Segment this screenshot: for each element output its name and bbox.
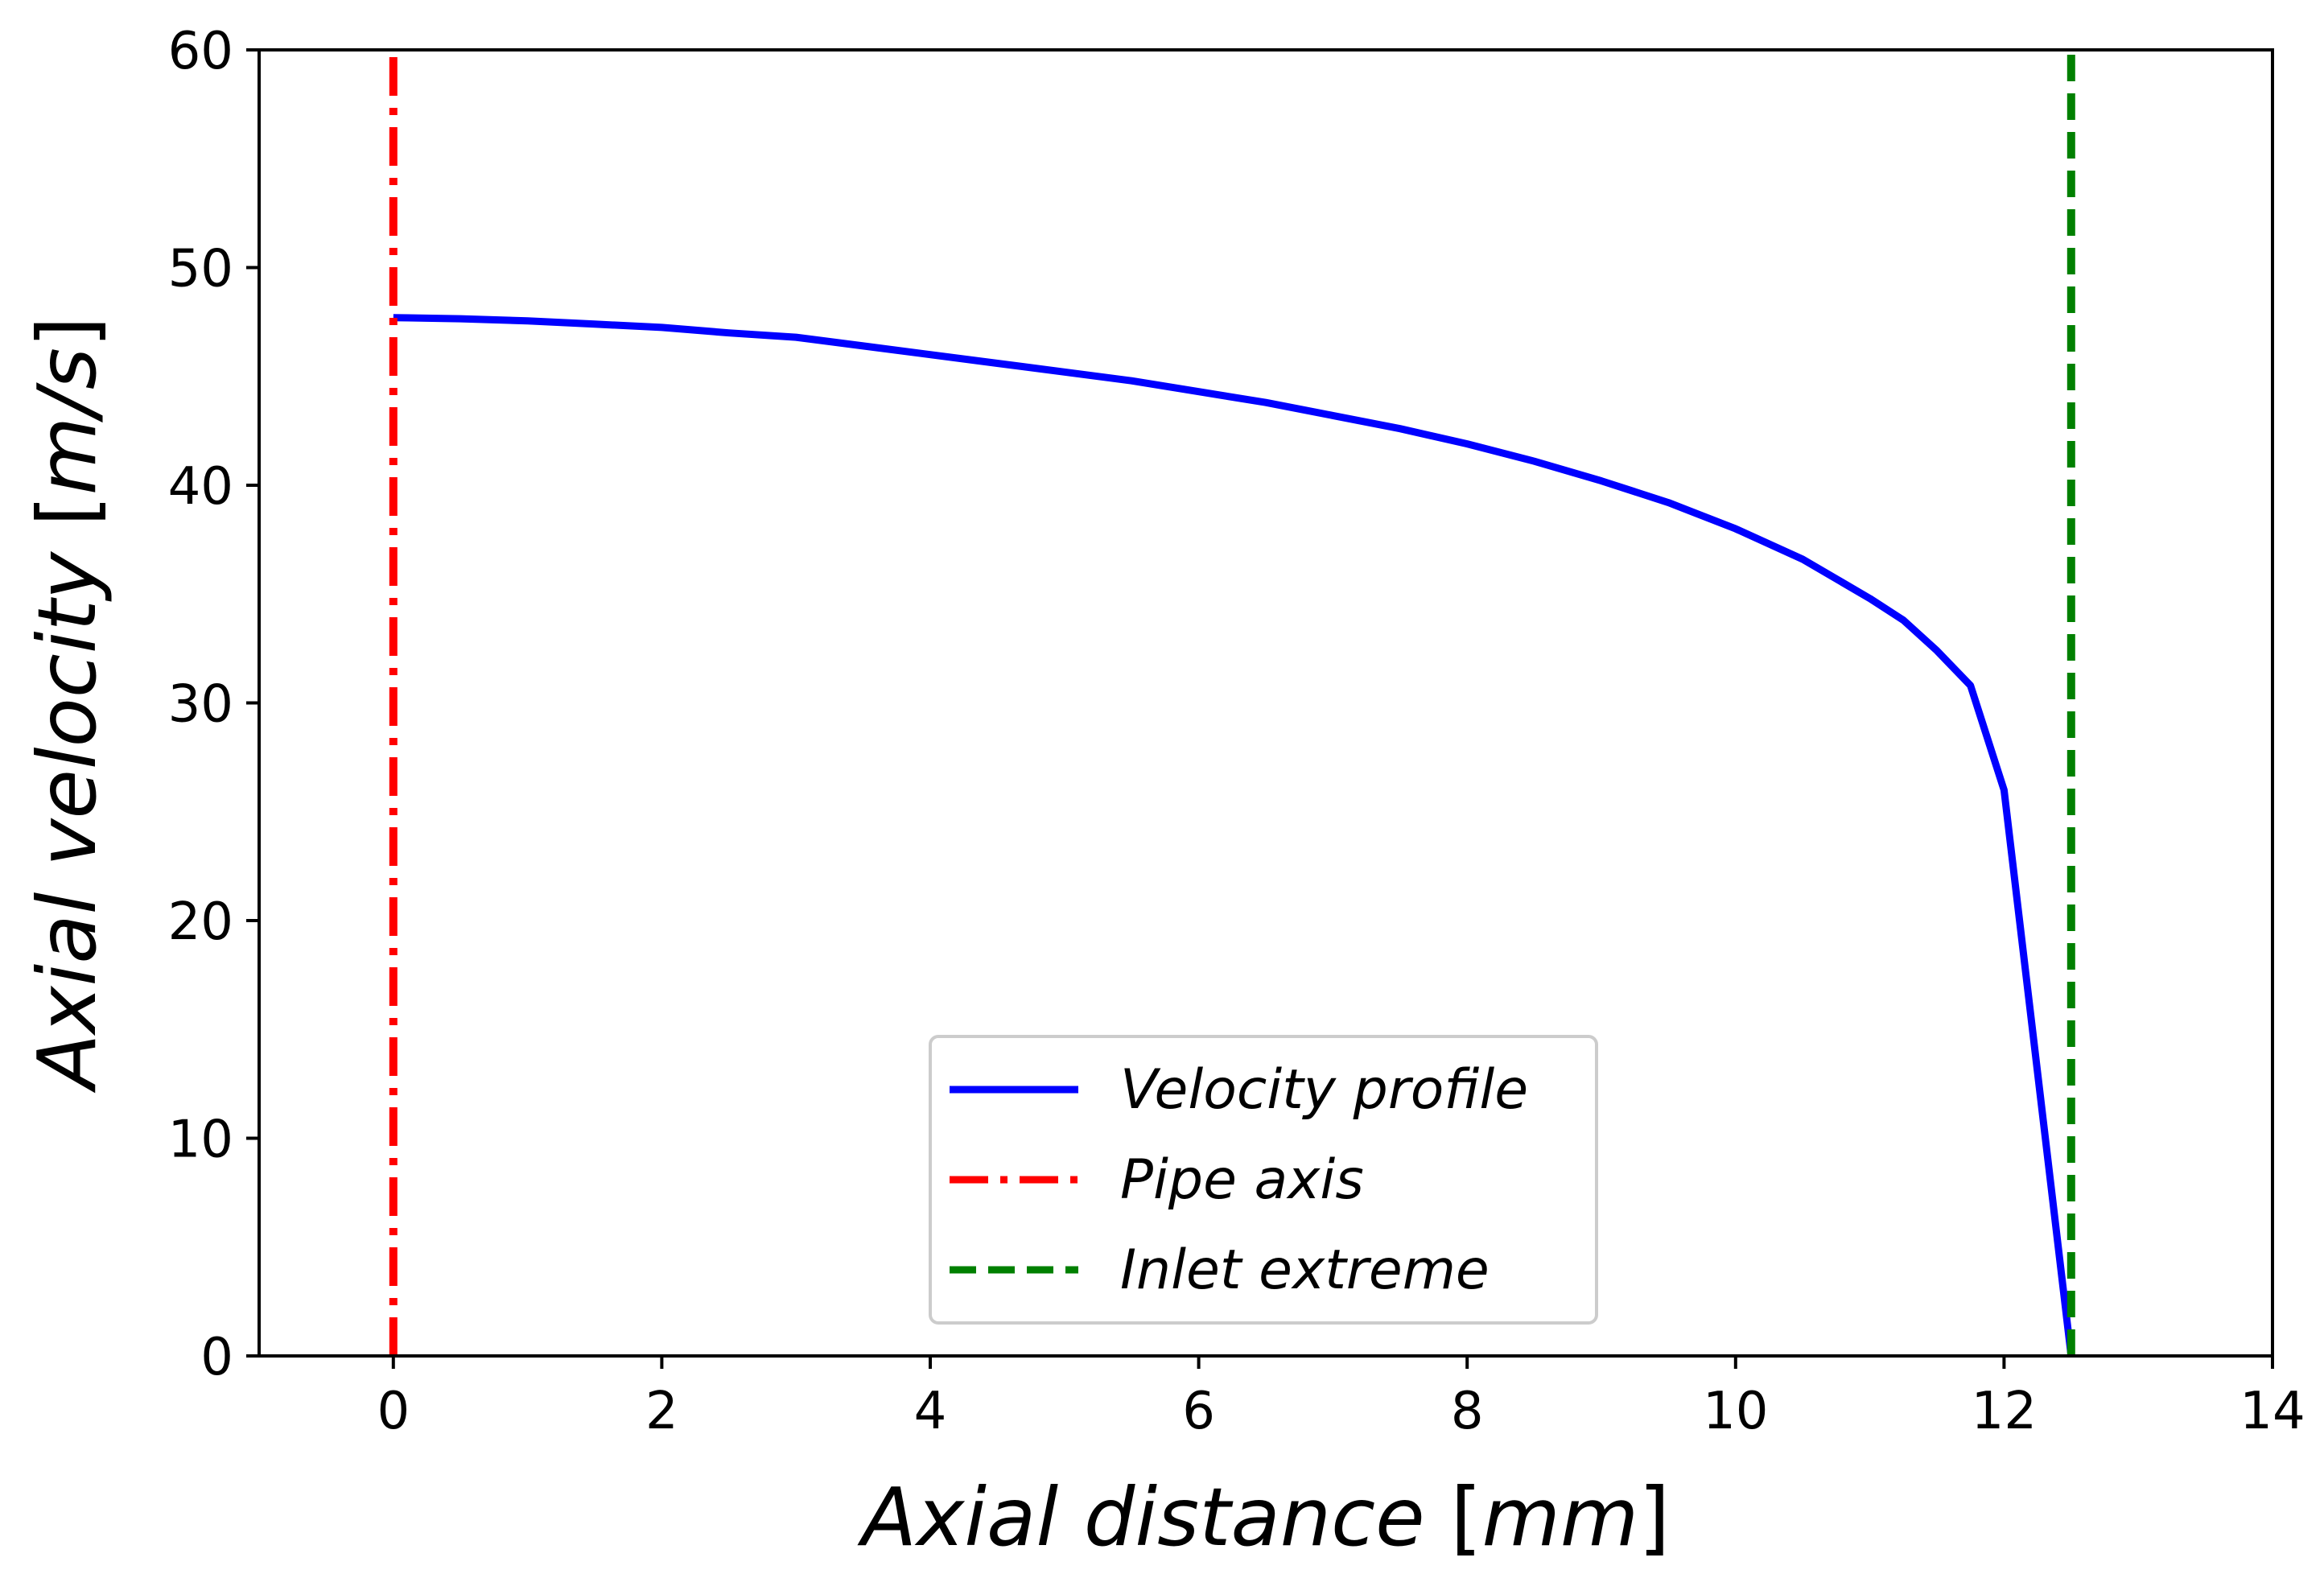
y-tick-label: 30 — [168, 675, 233, 735]
legend-label-velocity-profile: Velocity profile — [1120, 1058, 1528, 1122]
legend-box — [929, 1035, 1598, 1325]
legend-label-pipe-axis: Pipe axis — [1120, 1148, 1364, 1212]
x-tick-label: 6 — [1182, 1382, 1215, 1441]
y-tick-label: 20 — [168, 892, 233, 952]
y-tick-label: 50 — [168, 240, 233, 299]
ticks-layer: 0 2 4 6 8 10 12 14 0 10 20 30 40 50 60 — [168, 22, 2305, 1441]
x-tick-label: 4 — [914, 1382, 947, 1441]
x-tick-label: 10 — [1703, 1382, 1768, 1441]
legend: Velocity profile Pipe axis Inlet extreme — [929, 1035, 1598, 1325]
x-tick-label: 14 — [2240, 1382, 2305, 1441]
x-tick-label: 2 — [645, 1382, 678, 1441]
y-tick-label: 10 — [168, 1110, 233, 1170]
x-tick-label: 0 — [377, 1382, 410, 1441]
y-tick-label: 60 — [168, 22, 233, 81]
y-tick-label: 0 — [200, 1328, 233, 1387]
x-tick-label: 8 — [1451, 1382, 1484, 1441]
y-axis-title: Axial velocity [m/s] — [20, 316, 114, 1094]
legend-label-inlet-extreme: Inlet extreme — [1120, 1238, 1490, 1302]
x-axis-title: Axial distance [mm] — [857, 1470, 1671, 1564]
y-tick-label: 40 — [168, 457, 233, 517]
x-tick-label: 12 — [1972, 1382, 2037, 1441]
series-line-velocity-profile — [393, 314, 2075, 1357]
series-layer — [389, 50, 2075, 1357]
